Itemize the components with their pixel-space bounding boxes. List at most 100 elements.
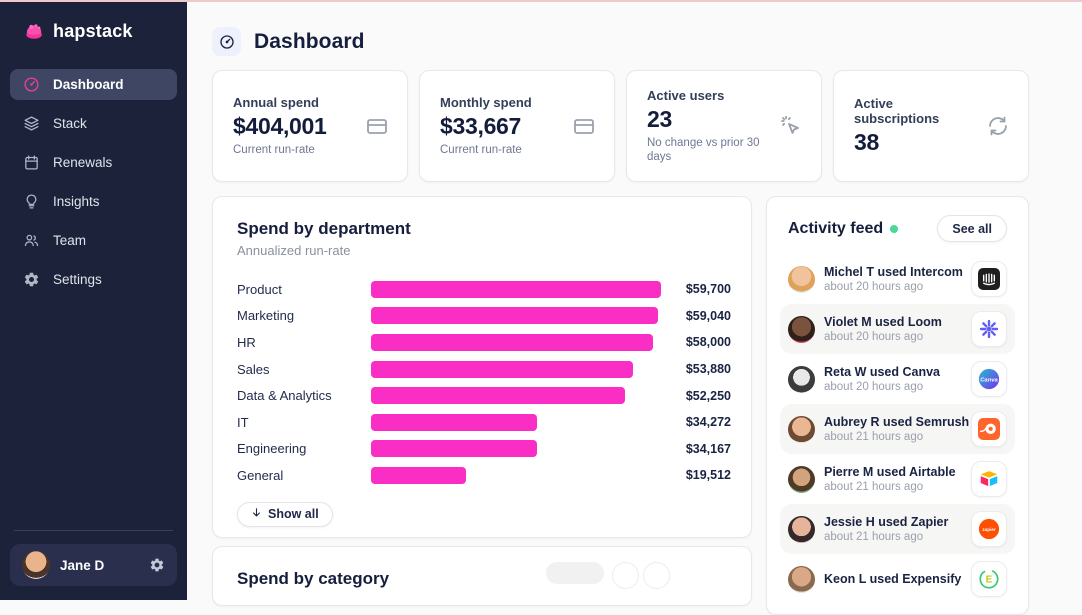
chart-bar-track bbox=[371, 307, 661, 325]
activity-feed-item[interactable]: Reta W used Canva about 20 hours ago Can… bbox=[780, 354, 1015, 404]
activity-feed-title: Activity feed bbox=[788, 219, 884, 237]
chart-bar-track bbox=[371, 466, 661, 484]
user-photo-avatar bbox=[788, 515, 815, 543]
chart-bar[interactable] bbox=[371, 440, 537, 458]
chart-title: Spend by department bbox=[237, 219, 411, 238]
chart-bar-track bbox=[371, 387, 661, 405]
activity-feed-item[interactable]: Keon L used Expensify E bbox=[780, 554, 1015, 604]
loom-logo-icon bbox=[971, 311, 1007, 347]
airtable-logo-icon bbox=[971, 461, 1007, 497]
gauge-icon bbox=[22, 76, 40, 94]
sidebar-item-stack[interactable]: Stack bbox=[10, 108, 177, 139]
chart-bar-track bbox=[371, 280, 661, 298]
chart-category-label: Marketing bbox=[237, 308, 295, 324]
next-section-card-clipped: Spend by category bbox=[212, 546, 752, 606]
page-title: Dashboard bbox=[254, 29, 365, 53]
chart-bar[interactable] bbox=[371, 360, 633, 378]
stat-label: Monthly spend bbox=[440, 94, 532, 110]
expensify-logo-icon: E bbox=[971, 561, 1007, 597]
clipped-prev-button[interactable] bbox=[612, 562, 639, 589]
nav-item-label: Team bbox=[53, 233, 87, 248]
sidebar-divider bbox=[14, 530, 173, 531]
nav-item-label: Settings bbox=[53, 272, 102, 287]
canva-logo-icon: Canva bbox=[971, 361, 1007, 397]
calendar-icon bbox=[22, 154, 40, 172]
clipped-next-button[interactable] bbox=[643, 562, 670, 589]
stat-value: $33,667 bbox=[440, 112, 522, 139]
credit-card-icon bbox=[365, 114, 389, 138]
chart-bar[interactable] bbox=[371, 413, 538, 431]
intercom-logo-icon bbox=[971, 261, 1007, 297]
hapstack-logo-icon bbox=[24, 20, 46, 42]
sidebar-item-insights[interactable]: Insights bbox=[10, 186, 177, 217]
nav-item-label: Dashboard bbox=[53, 77, 124, 92]
gear-icon bbox=[22, 271, 40, 289]
chart-bar[interactable] bbox=[371, 280, 661, 298]
user-photo-avatar bbox=[788, 565, 815, 593]
clipped-pill-button[interactable] bbox=[546, 562, 604, 584]
activity-feed-item[interactable]: Aubrey R used Semrush about 21 hours ago bbox=[780, 404, 1015, 454]
chart-value-label: $19,512 bbox=[685, 468, 731, 483]
activity-feed-item[interactable]: Pierre M used Airtable about 21 hours ag… bbox=[780, 454, 1015, 504]
activity-feed-item[interactable]: Michel T used Intercom about 20 hours ag… bbox=[780, 254, 1015, 304]
activity-text: Keon L used Expensify bbox=[824, 572, 962, 586]
activity-feed-list: Michel T used Intercom about 20 hours ag… bbox=[780, 254, 1015, 604]
credit-card-icon bbox=[572, 114, 596, 138]
activity-text: Jessie H used Zapier bbox=[824, 515, 949, 529]
chart-bar[interactable] bbox=[371, 307, 658, 325]
chart-bar[interactable] bbox=[371, 466, 466, 484]
chart-category-label: HR bbox=[237, 334, 256, 350]
show-all-button[interactable]: Show all bbox=[237, 501, 333, 527]
activity-feed-item[interactable]: Violet M used Loom about 20 hours ago bbox=[780, 304, 1015, 354]
clipped-section-title: Spend by category bbox=[237, 569, 390, 588]
page-header: Dashboard bbox=[212, 27, 1029, 56]
stat-subtext: No change vs prior 30 days bbox=[647, 136, 760, 163]
activity-text: Reta W used Canva bbox=[824, 365, 941, 379]
see-all-button[interactable]: See all bbox=[937, 215, 1007, 242]
stat-label: Active users bbox=[647, 87, 725, 103]
chart-row: Data & Analytics $52,250 bbox=[237, 382, 731, 409]
activity-feed-item[interactable]: Jessie H used Zapier about 21 hours ago … bbox=[780, 504, 1015, 554]
chart-row: Engineering $34,167 bbox=[237, 436, 731, 463]
sidebar-item-settings[interactable]: Settings bbox=[10, 264, 177, 295]
bar-chart: Product $59,700 Marketing $59,040 HR $58… bbox=[237, 276, 731, 489]
nav-item-label: Renewals bbox=[53, 155, 113, 170]
user-menu[interactable]: Jane D bbox=[10, 544, 177, 586]
chart-bar-track bbox=[371, 440, 661, 458]
cursor-click-icon bbox=[779, 114, 803, 138]
chart-bar-track bbox=[371, 333, 661, 351]
main-content: Dashboard Annual spend $404,001 Current … bbox=[187, 0, 1082, 615]
stat-value: 38 bbox=[854, 129, 879, 155]
activity-timestamp: about 20 hours ago bbox=[824, 331, 924, 343]
chart-category-label: General bbox=[237, 467, 284, 483]
dashboard-gauge-icon bbox=[212, 27, 241, 56]
chart-bar-track bbox=[371, 360, 661, 378]
chart-value-label: $53,880 bbox=[685, 362, 731, 377]
arrow-down-icon bbox=[251, 507, 262, 521]
chart-row: Marketing $59,040 bbox=[237, 303, 731, 330]
user-photo-avatar bbox=[788, 315, 815, 343]
sidebar-item-dashboard[interactable]: Dashboard bbox=[10, 69, 177, 100]
chart-bar[interactable] bbox=[371, 333, 653, 351]
svg-text:Canva: Canva bbox=[980, 377, 998, 383]
brand-logo[interactable]: hapstack bbox=[24, 20, 173, 42]
activity-text: Michel T used Intercom bbox=[824, 265, 963, 279]
show-all-label: Show all bbox=[268, 507, 319, 522]
activity-feed-card: Activity feed See all Michel T used Inte… bbox=[766, 196, 1029, 615]
user-settings-gear-icon[interactable] bbox=[149, 557, 165, 573]
activity-timestamp: about 21 hours ago bbox=[824, 531, 924, 543]
user-photo-avatar bbox=[788, 415, 815, 443]
chart-category-label: Engineering bbox=[237, 441, 307, 457]
chart-category-label: Sales bbox=[237, 361, 270, 377]
nav-item-label: Stack bbox=[53, 116, 87, 131]
sidebar-item-renewals[interactable]: Renewals bbox=[10, 147, 177, 178]
chart-row: Sales $53,880 bbox=[237, 356, 731, 383]
people-icon bbox=[22, 232, 40, 250]
chart-row: Product $59,700 bbox=[237, 276, 731, 303]
stat-value: $404,001 bbox=[233, 112, 327, 139]
stat-card-active-users: Active users 23 No change vs prior 30 da… bbox=[626, 70, 822, 182]
live-status-dot bbox=[890, 224, 899, 233]
svg-text:E: E bbox=[986, 575, 993, 586]
chart-bar[interactable] bbox=[371, 387, 625, 405]
sidebar-item-team[interactable]: Team bbox=[10, 225, 177, 256]
